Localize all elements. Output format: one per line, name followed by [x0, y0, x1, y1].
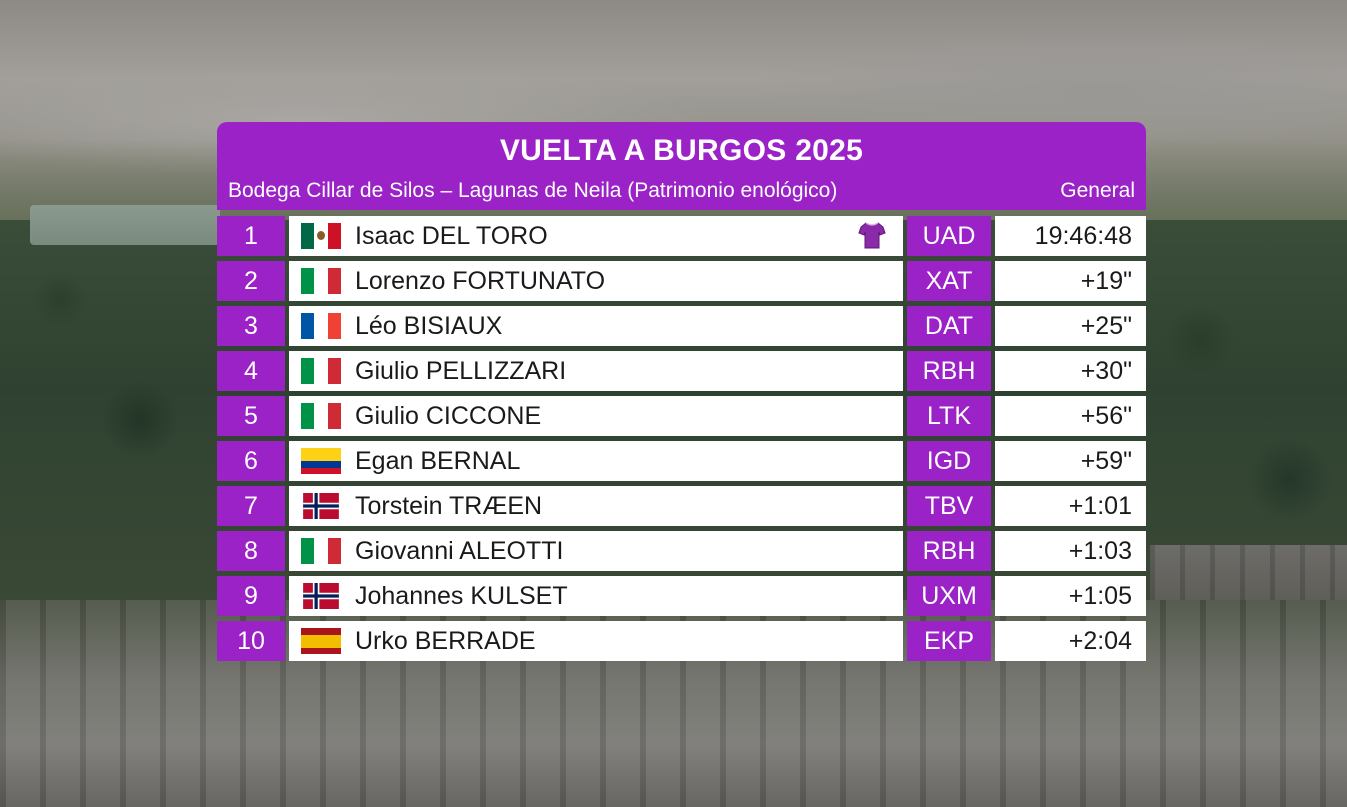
rider-name: Isaac DEL TORO: [355, 222, 548, 250]
board-header: VUELTA A BURGOS 2025 Bodega Cillar de Si…: [217, 122, 1146, 210]
standings-row: 1 Isaac DEL TORO UAD 19:46:48: [217, 216, 1146, 256]
rider-name: Giulio CICCONE: [355, 402, 542, 430]
leader-jersey-icon: [857, 220, 887, 250]
france-flag-icon: [301, 313, 341, 339]
time-gap: +1:03: [995, 531, 1146, 571]
race-title: VUELTA A BURGOS 2025: [499, 134, 864, 167]
rider-name: Giulio PELLIZZARI: [355, 357, 567, 385]
rider-cell: Giulio PELLIZZARI: [289, 351, 903, 391]
rider-name: Johannes KULSET: [355, 582, 568, 610]
team-code: LTK: [907, 396, 991, 436]
position-number: 5: [217, 396, 285, 436]
time-gap: +59": [995, 441, 1146, 481]
standings-row: 9 Johannes KULSET UXM +1:05: [217, 576, 1146, 616]
rider-cell: Léo BISIAUX: [289, 306, 903, 346]
rider-cell: Torstein TRÆEN: [289, 486, 903, 526]
position-number: 1: [217, 216, 285, 256]
rider-name: Urko BERRADE: [355, 627, 536, 655]
time-gap: 19:46:48: [995, 216, 1146, 256]
position-number: 10: [217, 621, 285, 661]
position-number: 4: [217, 351, 285, 391]
norway-flag-icon: [301, 583, 341, 609]
time-gap: +25": [995, 306, 1146, 346]
rider-cell: Urko BERRADE: [289, 621, 903, 661]
team-code: XAT: [907, 261, 991, 301]
standings-list: 1 Isaac DEL TORO UAD 19:46:48 2 Lorenzo FORTU…: [217, 216, 1146, 661]
rider-cell: Isaac DEL TORO: [289, 216, 903, 256]
rider-cell: Egan BERNAL: [289, 441, 903, 481]
rider-cell: Lorenzo FORTUNATO: [289, 261, 903, 301]
team-code: UXM: [907, 576, 991, 616]
spain-flag-icon: [301, 628, 341, 654]
team-code: DAT: [907, 306, 991, 346]
position-number: 9: [217, 576, 285, 616]
standings-board: VUELTA A BURGOS 2025 Bodega Cillar de Si…: [217, 122, 1146, 666]
team-code: RBH: [907, 351, 991, 391]
classification-label: General: [1060, 179, 1135, 202]
standings-row: 6 Egan BERNAL IGD +59": [217, 441, 1146, 481]
italy-flag-icon: [301, 538, 341, 564]
position-number: 3: [217, 306, 285, 346]
standings-row: 10 Urko BERRADE EKP +2:04: [217, 621, 1146, 661]
team-code: TBV: [907, 486, 991, 526]
standings-row: 4 Giulio PELLIZZARI RBH +30": [217, 351, 1146, 391]
rider-cell: Johannes KULSET: [289, 576, 903, 616]
colombia-flag-icon: [301, 448, 341, 474]
standings-row: 5 Giulio CICCONE LTK +56": [217, 396, 1146, 436]
rider-name: Léo BISIAUX: [355, 312, 503, 340]
position-number: 6: [217, 441, 285, 481]
standings-row: 2 Lorenzo FORTUNATO XAT +19": [217, 261, 1146, 301]
time-gap: +56": [995, 396, 1146, 436]
italy-flag-icon: [301, 358, 341, 384]
team-code: RBH: [907, 531, 991, 571]
standings-row: 3 Léo BISIAUX DAT +25": [217, 306, 1146, 346]
time-gap: +1:01: [995, 486, 1146, 526]
rider-name: Giovanni ALEOTTI: [355, 537, 564, 565]
rider-name: Torstein TRÆEN: [355, 492, 543, 520]
position-number: 8: [217, 531, 285, 571]
position-number: 7: [217, 486, 285, 526]
norway-flag-icon: [301, 493, 341, 519]
italy-flag-icon: [301, 403, 341, 429]
rider-cell: Giulio CICCONE: [289, 396, 903, 436]
background-lake: [30, 205, 220, 245]
standings-row: 7 Torstein TRÆEN TBV +1:01: [217, 486, 1146, 526]
rider-name: Lorenzo FORTUNATO: [355, 267, 606, 295]
italy-flag-icon: [301, 268, 341, 294]
time-gap: +2:04: [995, 621, 1146, 661]
stage-name: Bodega Cillar de Silos – Lagunas de Neil…: [228, 179, 838, 202]
team-code: IGD: [907, 441, 991, 481]
team-code: EKP: [907, 621, 991, 661]
time-gap: +30": [995, 351, 1146, 391]
position-number: 2: [217, 261, 285, 301]
time-gap: +19": [995, 261, 1146, 301]
standings-row: 8 Giovanni ALEOTTI RBH +1:03: [217, 531, 1146, 571]
time-gap: +1:05: [995, 576, 1146, 616]
mexico-flag-icon: [301, 223, 341, 249]
rider-name: Egan BERNAL: [355, 447, 521, 475]
team-code: UAD: [907, 216, 991, 256]
rider-cell: Giovanni ALEOTTI: [289, 531, 903, 571]
